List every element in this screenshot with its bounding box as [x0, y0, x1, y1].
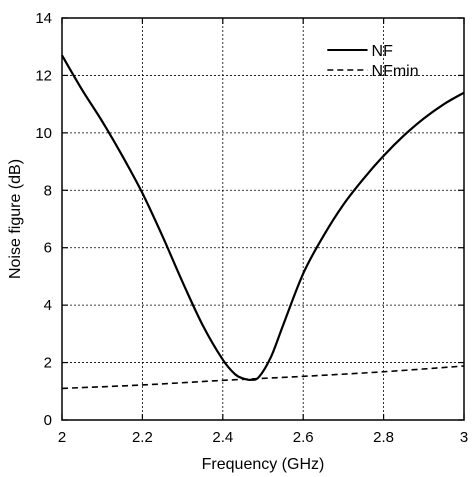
x-tick-label: 2.4: [212, 429, 233, 446]
legend: NF NFmin: [327, 43, 419, 80]
series-layer: [61, 54, 465, 390]
x-tick-label: 3: [460, 429, 468, 446]
y-tick-label: 2: [44, 355, 52, 372]
axis-ticks: [61, 17, 465, 421]
y-tick-label: 10: [35, 125, 52, 142]
y-tick-label: 14: [35, 10, 52, 27]
x-axis-title: Frequency (GHz): [202, 456, 325, 473]
y-tick-label: 12: [35, 67, 52, 84]
y-axis-title: Noise figure (dB): [7, 159, 24, 279]
y-tick-label: 0: [44, 412, 52, 429]
x-tick-label: 2.6: [293, 429, 314, 446]
legend-label-nfmin: NFmin: [372, 63, 419, 80]
plot-frame: [61, 17, 465, 421]
x-tick-label: 2.2: [132, 429, 153, 446]
legend-label-nf: NF: [372, 43, 394, 60]
x-tick-label: 2: [58, 429, 66, 446]
y-tick-label: 8: [44, 182, 52, 199]
y-tick-label: 6: [44, 240, 52, 257]
series-line-nf: [61, 54, 465, 381]
y-tick-label: 4: [44, 297, 52, 314]
x-tick-label: 2.8: [373, 429, 394, 446]
series-line-nfmin: [61, 365, 465, 390]
grid: [62, 18, 464, 420]
